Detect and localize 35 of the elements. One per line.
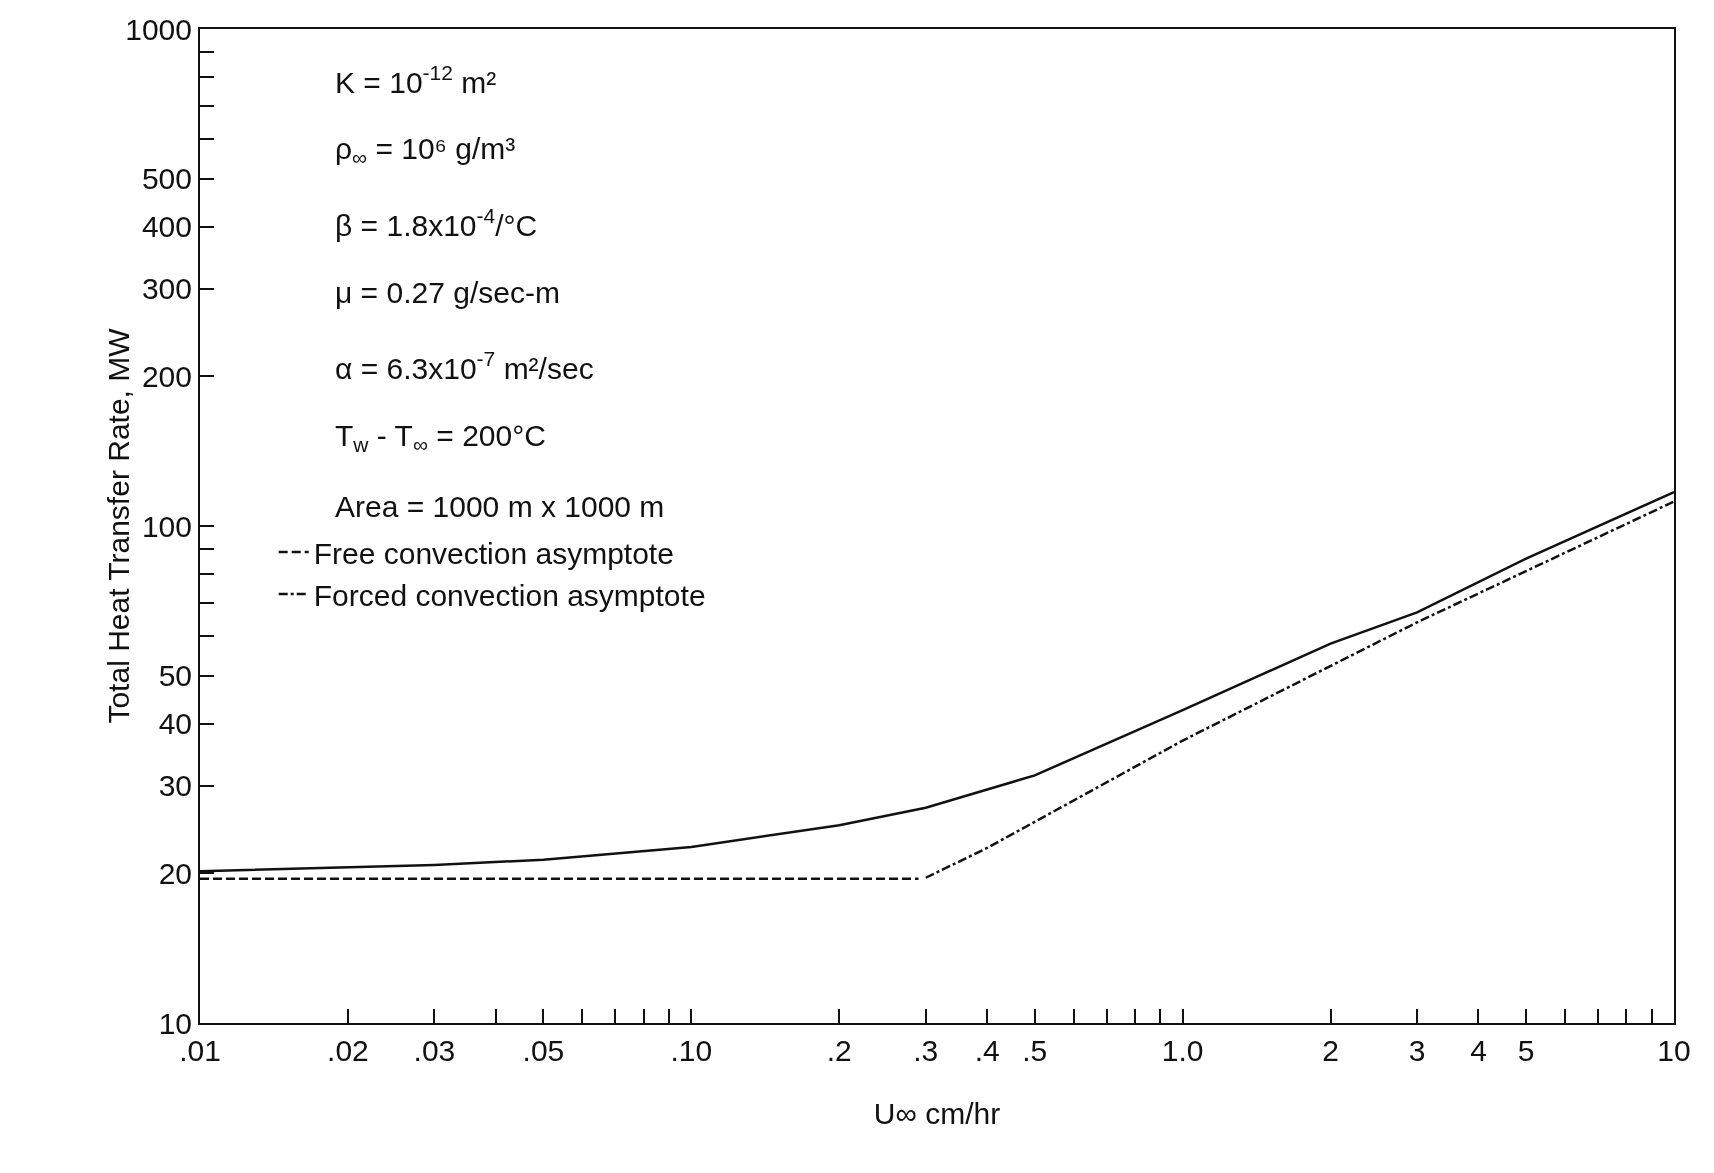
x-tick-label: .5 [1022, 1034, 1048, 1067]
x-tick-label: .3 [913, 1034, 939, 1067]
x-axis-title: U∞ cm/hr [873, 1097, 1001, 1130]
x-tick-label: 1.0 [1161, 1034, 1204, 1067]
annotation: Area = 1000 m x 1000 m [335, 490, 665, 523]
x-tick-label: .03 [413, 1034, 456, 1067]
x-tick-label: .4 [974, 1034, 1000, 1067]
y-tick-label: 40 [158, 707, 192, 741]
annotation: β = 1.8x10$^{-4}$/°C [335, 204, 538, 242]
y-tick-label: 500 [141, 162, 192, 196]
y-tick-label: 300 [141, 272, 192, 306]
y-tick-label: 100 [141, 509, 192, 543]
y-tick-label: 20 [158, 856, 192, 890]
annotation: μ = 0.27 g/sec-m [335, 276, 560, 309]
annotation: K = 10$^{-12}$ m² [335, 61, 497, 99]
annotation: T$_{w}$ - T$_{∞}$ = 200°C [335, 419, 546, 457]
x-tick-label: .05 [522, 1034, 565, 1067]
legend-label: Free convection asymptote [313, 536, 674, 570]
annotation: α = 6.3x10$^{-7}$ m²/sec [335, 347, 594, 385]
x-tick-label: .2 [826, 1034, 852, 1067]
x-tick-label: 10 [1657, 1034, 1691, 1067]
y-tick-label: 1000 [125, 12, 192, 46]
x-tick-label: .10 [670, 1034, 713, 1067]
y-tick-label: 50 [158, 659, 192, 693]
y-axis-title: Total Heat Transfer Rate, MW [102, 327, 135, 724]
y-tick-label: 200 [141, 359, 192, 393]
y-tick-label: 400 [141, 210, 192, 244]
x-tick-label: 5 [1517, 1034, 1535, 1067]
x-tick-label: 3 [1408, 1034, 1426, 1067]
x-tick-label: 4 [1470, 1034, 1487, 1067]
x-tick-label: .02 [327, 1034, 369, 1067]
annotation: ρ$_{∞}$ = 10⁶ g/m³ [335, 132, 516, 170]
x-tick-label: 2 [1322, 1034, 1339, 1067]
legend-label: Forced convection asymptote [313, 578, 706, 612]
y-tick-label: 30 [158, 769, 192, 803]
